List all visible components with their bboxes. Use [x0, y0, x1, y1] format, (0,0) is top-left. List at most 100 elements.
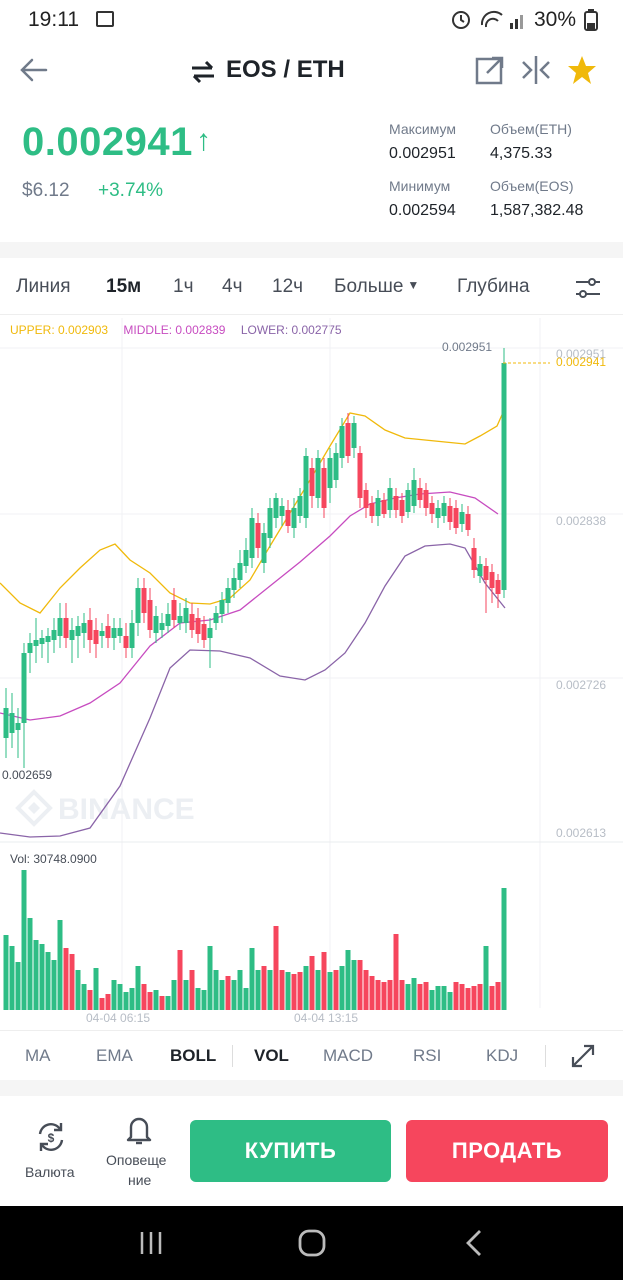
last-price: 0.002941 — [22, 120, 193, 164]
candle-body — [471, 548, 477, 570]
boll-lower-value: LOWER: 0.002775 — [240, 323, 342, 337]
volume-bar — [339, 966, 345, 1010]
candle-body — [123, 636, 129, 648]
indicator-ema[interactable]: EMA — [96, 1046, 133, 1065]
tab-15m[interactable]: 15м — [106, 276, 142, 297]
volume-bar — [75, 970, 81, 1010]
home-icon[interactable] — [296, 1228, 330, 1258]
currency-button[interactable]: $ Валюта — [18, 1120, 84, 1190]
candle-body — [477, 564, 483, 576]
indicator-kdj[interactable]: KDJ — [486, 1046, 519, 1065]
candle-body — [423, 490, 429, 508]
star-icon[interactable] — [566, 54, 598, 86]
candle-body — [339, 426, 345, 458]
candle-body — [183, 608, 189, 623]
watermark-text: BINANCE — [58, 793, 195, 826]
price-alert-button[interactable]: Оповеще ние — [104, 1112, 176, 1196]
tab-12h[interactable]: 12ч — [272, 276, 304, 297]
status-time: 19:11 — [28, 8, 79, 31]
tab-more-label: Больше — [334, 276, 404, 297]
swap-arrows-icon[interactable] — [190, 60, 216, 84]
stat-high-label: Максимум — [389, 121, 456, 137]
volume-bar — [447, 992, 453, 1010]
candle-body — [57, 618, 63, 636]
volume-bar — [381, 982, 387, 1010]
candle-body — [267, 508, 273, 538]
volume-bar — [99, 998, 105, 1010]
boll-lower-line — [0, 543, 506, 838]
volume-bar — [171, 980, 177, 1010]
compare-icon[interactable] — [520, 54, 552, 86]
candle-body — [375, 498, 381, 516]
candle-body — [255, 523, 261, 548]
chart-settings-icon[interactable] — [574, 276, 602, 300]
volume-bar — [417, 984, 423, 1010]
volume-bar — [87, 990, 93, 1010]
indicator-ma[interactable]: MA — [25, 1046, 51, 1065]
candle-body — [237, 563, 243, 580]
volume-bar — [501, 888, 507, 1010]
back-icon[interactable] — [462, 1228, 486, 1258]
fullscreen-icon[interactable] — [570, 1043, 596, 1069]
volume-bar — [297, 972, 303, 1010]
arrow-left-icon[interactable] — [18, 54, 50, 86]
volume-bar — [327, 972, 333, 1010]
volume-bar — [15, 962, 21, 1010]
candle-body — [369, 503, 375, 516]
candle-body — [159, 623, 165, 630]
candle-body — [219, 600, 225, 614]
candle-body — [111, 628, 117, 638]
indicator-rsi[interactable]: RSI — [413, 1046, 442, 1065]
pair-title[interactable]: EOS / ETH — [226, 56, 345, 83]
y-label-3: 0.002726 — [556, 678, 606, 692]
signal-icon — [510, 23, 513, 29]
volume-bar — [45, 952, 51, 1010]
volume-bar — [207, 946, 213, 1010]
indicator-vol[interactable]: VOL — [254, 1046, 289, 1065]
gallery-notification-icon — [96, 11, 114, 27]
volume-bar — [81, 984, 87, 1010]
candle-body — [495, 580, 501, 594]
candle-body — [153, 616, 159, 633]
interval-tabs: Линия 15м 1ч 4ч 12ч Больше ▼ Глубина — [0, 262, 623, 315]
boll-middle-line — [0, 491, 499, 721]
candle-body — [303, 456, 309, 518]
sell-button[interactable]: ПРОДАТЬ — [406, 1120, 608, 1182]
volume-bar — [3, 935, 9, 1010]
candle-body — [297, 496, 303, 516]
candle-body — [273, 498, 279, 518]
volume-bar — [249, 948, 255, 1010]
tab-more[interactable]: Больше ▼ — [334, 276, 419, 298]
tab-line[interactable]: Линия — [16, 276, 71, 297]
indicator-boll[interactable]: BOLL — [170, 1046, 217, 1065]
volume-bar — [495, 982, 501, 1010]
share-icon[interactable] — [474, 54, 506, 86]
wifi-icon — [480, 10, 503, 26]
buy-button[interactable]: КУПИТЬ — [190, 1120, 391, 1182]
candle-body — [201, 624, 207, 640]
system-navigation-bar — [0, 1206, 623, 1280]
candle-body — [81, 623, 87, 633]
section-divider — [0, 1080, 623, 1096]
candle-body — [213, 613, 219, 623]
candle-body — [345, 423, 351, 456]
candle-body — [393, 496, 399, 510]
volume-bar — [21, 870, 27, 1010]
volume-bar — [63, 948, 69, 1010]
low-marker-label: 0.002659 — [2, 768, 52, 782]
tab-depth[interactable]: Глубина — [457, 276, 530, 297]
volume-bar — [33, 940, 39, 1010]
indicator-macd[interactable]: MACD — [323, 1046, 374, 1065]
volume-bar — [177, 950, 183, 1010]
tab-4h[interactable]: 4ч — [222, 276, 243, 297]
alert-label-line1: Оповеще — [106, 1152, 167, 1168]
volume-bar — [453, 982, 459, 1010]
candle-body — [459, 512, 465, 524]
tab-1h[interactable]: 1ч — [173, 276, 194, 297]
recent-apps-icon[interactable] — [136, 1230, 166, 1256]
candlestick-chart[interactable]: BINANCE 0.002951 0.002838 0.002726 0.002… — [0, 318, 623, 1030]
volume-bar — [471, 986, 477, 1010]
volume-bar — [369, 976, 375, 1010]
candle-body — [15, 723, 21, 730]
volume-bar — [243, 988, 249, 1010]
